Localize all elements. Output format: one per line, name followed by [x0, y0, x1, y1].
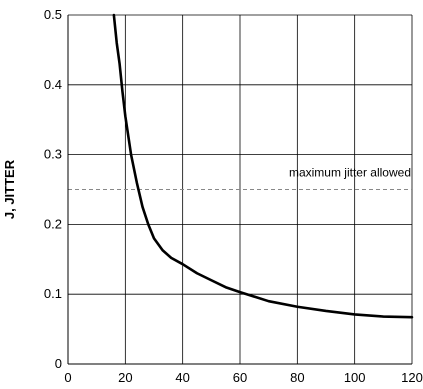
y-tick-label-4: 0.4: [44, 77, 62, 92]
series-group: [112, 13, 414, 319]
reference-line-group: maximum jitter allowed: [68, 166, 412, 190]
y-tick-label-2: 0.2: [44, 216, 62, 231]
y-axis-label: J, JITTER: [2, 159, 17, 219]
x-tick-label-2: 40: [175, 370, 189, 385]
y-tick-labels: 0 0.1 0.2 0.3 0.4 0.5: [44, 7, 62, 371]
axes-group: [67, 15, 412, 365]
x-tick-label-1: 20: [118, 370, 132, 385]
x-tick-label-4: 80: [290, 370, 304, 385]
y-tick-label-0: 0: [55, 356, 62, 371]
series-line-0: [112, 13, 414, 319]
x-tick-label-3: 60: [233, 370, 247, 385]
y-tick-label-1: 0.1: [44, 286, 62, 301]
x-tick-label-5: 100: [344, 370, 366, 385]
max-jitter-label: maximum jitter allowed: [289, 166, 411, 180]
y-tick-label-3: 0.3: [44, 147, 62, 162]
x-tick-labels: 0 20 40 60 80 100 120: [64, 370, 422, 385]
x-tick-label-6: 120: [401, 370, 423, 385]
y-tick-label-5: 0.5: [44, 7, 62, 22]
x-tick-label-0: 0: [64, 370, 71, 385]
